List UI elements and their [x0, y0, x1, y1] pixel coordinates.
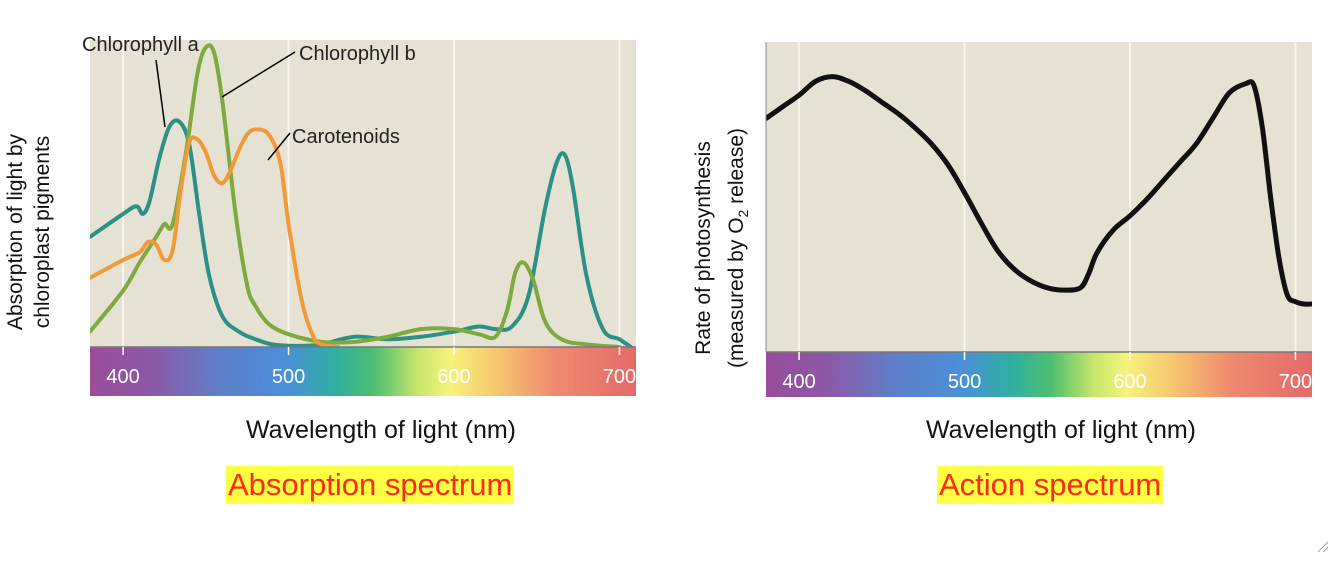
right-x-label: Wavelength of light (nm) [926, 416, 1196, 444]
left-series-chlorophyll-b [90, 43, 622, 347]
right-tick-label-600: 600 [1113, 371, 1146, 393]
right-tick-label-500: 500 [948, 371, 981, 393]
right-tick-label-700: 700 [1279, 371, 1312, 393]
left-y-label-line2: chloroplast pigments [31, 136, 54, 329]
left-grid [122, 40, 621, 347]
label-chlorophyll-b: Chlorophyll b [299, 43, 416, 65]
action-title: Action spectrum [937, 466, 1164, 504]
left-spectrum-bar [90, 347, 636, 396]
resize-grip-icon[interactable] [1317, 541, 1329, 553]
right-series [766, 74, 1312, 307]
leader-chlorophyll-b [221, 51, 296, 98]
right-y-label-line2: (measured by O2 release) [725, 128, 751, 368]
right-series-action-spectrum [766, 74, 1312, 307]
right-plot-area [766, 42, 1312, 352]
label-chlorophyll-a: Chlorophyll a [82, 34, 200, 56]
left-series-chlorophyll-a [90, 118, 633, 347]
left-y-label-line1: Absorption of light by [4, 133, 27, 330]
left-series [90, 43, 633, 347]
left-tick-label-500: 500 [272, 366, 305, 388]
right-y-label-line1: Rate of photosynthesis [692, 141, 715, 355]
absorption-panel: 400 500 600 700 Chlorophyll a Chlorophyll b… [4, 34, 636, 444]
left-tick-label-700: 700 [603, 366, 636, 388]
leader-carotenoids [267, 132, 291, 161]
absorption-title: Absorption spectrum [226, 466, 515, 504]
left-x-label: Wavelength of light (nm) [246, 416, 516, 444]
label-carotenoids: Carotenoids [292, 126, 400, 148]
left-tick-label-600: 600 [437, 366, 470, 388]
left-series-carotenoids [90, 127, 341, 347]
action-panel: 400 500 600 700 Wavelength of light (nm) Ra… [692, 42, 1312, 444]
right-spectrum-bar [766, 352, 1312, 397]
left-plot-area [90, 40, 636, 347]
right-tick-label-400: 400 [782, 371, 815, 393]
leader-chlorophyll-a [155, 59, 166, 128]
left-ticks: 400 500 600 700 [106, 347, 636, 388]
left-tick-label-400: 400 [106, 366, 139, 388]
right-ticks: 400 500 600 700 [782, 352, 1312, 393]
